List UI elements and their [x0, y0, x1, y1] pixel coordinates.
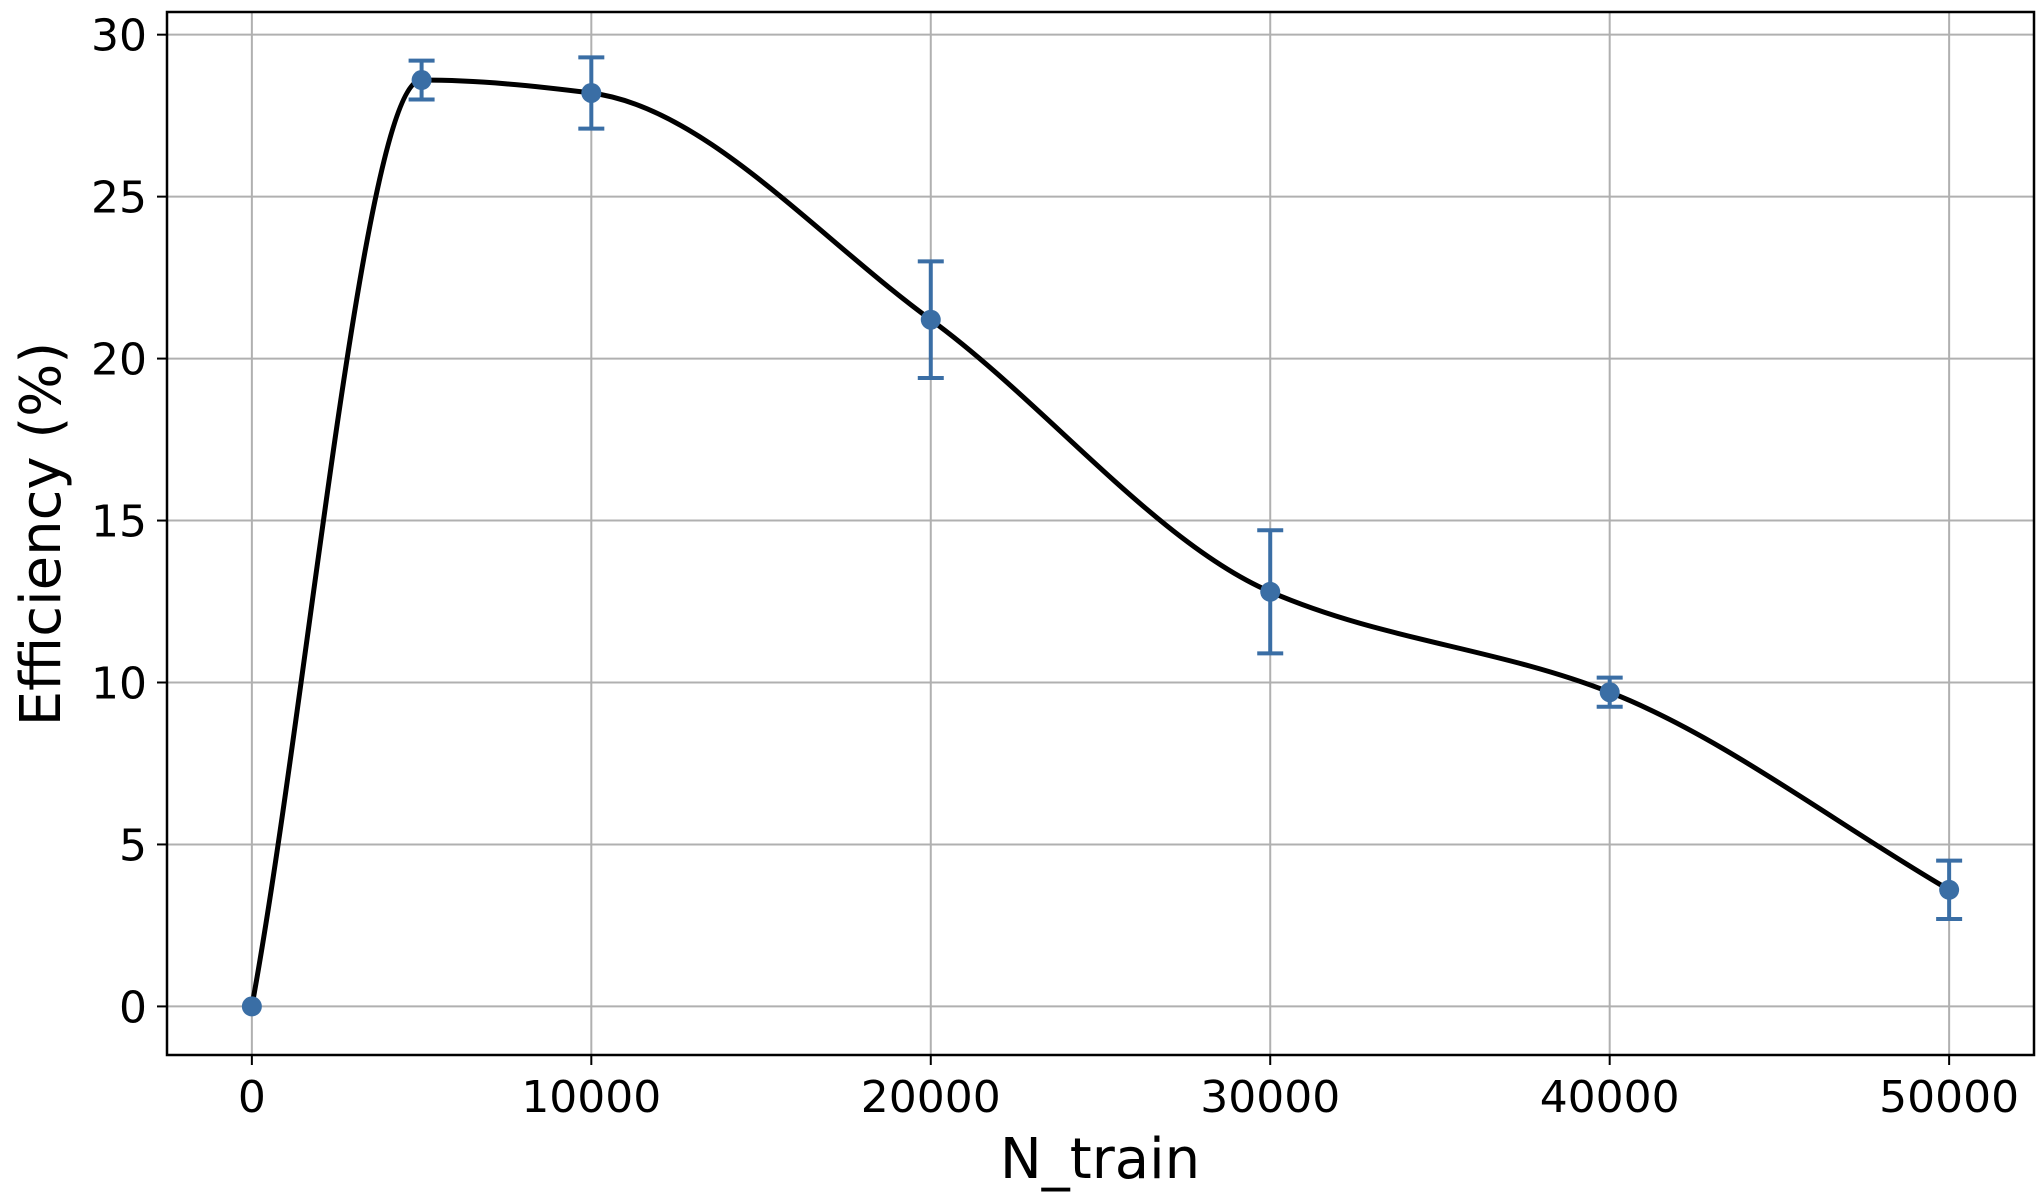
data-point [1599, 682, 1620, 703]
data-point [920, 309, 941, 330]
fit-curve [249, 77, 1951, 1007]
plot-frame [165, 10, 2036, 1057]
y-tick-label: 0 [119, 982, 147, 1033]
x-tick-label: 10000 [521, 1072, 661, 1123]
y-tick-label: 10 [91, 659, 147, 710]
data-point [581, 82, 602, 103]
x-tick-label: 30000 [1200, 1072, 1340, 1123]
y-tick-label: 5 [119, 820, 147, 871]
data-point [1260, 581, 1281, 602]
data-point [241, 996, 262, 1017]
y-tick-label: 20 [91, 335, 147, 386]
x-axis-label: N_train [1000, 1127, 1200, 1192]
grid-lines [167, 12, 2034, 1055]
data-point [411, 70, 432, 91]
fit-curve-layer [249, 77, 1951, 1007]
data-point [1939, 879, 1960, 900]
y-tick-label: 25 [91, 173, 147, 224]
error-bars [408, 55, 1963, 921]
y-tick-label: 30 [91, 11, 147, 62]
x-tick-label: 20000 [861, 1072, 1001, 1123]
x-tick-labels: 0 10000 20000 30000 40000 50000 [238, 1072, 2019, 1123]
y-tick-labels: 0 5 10 15 20 25 30 [91, 11, 147, 1034]
x-tick-label: 40000 [1540, 1072, 1680, 1123]
y-tick-label: 15 [91, 497, 147, 548]
tick-marks [157, 33, 1951, 1065]
data-points [241, 70, 1960, 1017]
x-tick-label: 0 [238, 1072, 266, 1123]
y-axis-label: Efficiency (%) [9, 342, 74, 726]
x-tick-label: 50000 [1879, 1072, 2019, 1123]
